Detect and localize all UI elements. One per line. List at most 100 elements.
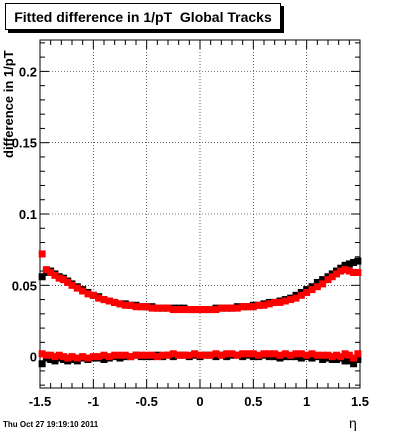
data-point xyxy=(341,266,349,274)
timestamp: Thu Oct 27 19:19:10 2011 xyxy=(3,420,99,429)
data-point xyxy=(38,360,46,368)
y-tick-label: 0.15 xyxy=(12,136,37,151)
data-point xyxy=(333,351,341,359)
data-point xyxy=(73,354,81,362)
data-point xyxy=(55,351,63,359)
data-point xyxy=(212,350,220,358)
data-point xyxy=(68,353,76,361)
data-point xyxy=(185,351,193,359)
data-point xyxy=(212,306,220,314)
data-point xyxy=(297,291,305,299)
data-point xyxy=(89,291,97,299)
data-point xyxy=(228,350,236,358)
data-point xyxy=(59,276,67,284)
data-point xyxy=(89,353,97,361)
x-tick-label: 1.5 xyxy=(351,394,369,409)
data-point xyxy=(345,260,353,268)
data-point xyxy=(255,301,263,309)
data-point xyxy=(121,301,129,309)
data-point xyxy=(121,351,129,359)
data-point xyxy=(319,280,327,288)
data-point xyxy=(350,354,358,362)
data-point xyxy=(341,357,349,365)
data-point xyxy=(271,298,279,306)
data-point xyxy=(191,350,199,358)
data-point xyxy=(276,298,284,306)
data-point xyxy=(100,355,108,363)
data-point xyxy=(265,350,273,358)
data-point xyxy=(153,304,161,312)
data-point xyxy=(244,303,252,311)
data-point xyxy=(143,351,151,359)
x-tick-label: 1 xyxy=(303,394,310,409)
data-point xyxy=(354,350,362,358)
data-point xyxy=(233,304,241,312)
x-tick-label: -0.5 xyxy=(135,394,157,409)
data-point xyxy=(308,350,316,358)
data-point xyxy=(276,351,284,359)
data-point xyxy=(55,274,63,282)
data-point xyxy=(127,301,135,309)
data-point xyxy=(116,300,124,308)
data-point xyxy=(164,304,172,312)
data-point xyxy=(51,353,59,361)
data-point xyxy=(105,297,113,305)
data-point xyxy=(223,350,231,358)
data-point xyxy=(350,360,358,368)
data-point xyxy=(271,350,279,358)
data-point xyxy=(217,304,225,312)
data-point xyxy=(175,351,183,359)
data-point xyxy=(68,281,76,289)
data-point xyxy=(42,351,50,359)
data-point xyxy=(303,351,311,359)
data-point xyxy=(313,278,321,286)
data-point xyxy=(354,355,362,363)
data-point xyxy=(100,351,108,359)
data-point xyxy=(84,290,92,298)
data-point xyxy=(51,271,59,279)
data-point xyxy=(51,357,59,365)
data-point xyxy=(350,258,358,266)
data-point xyxy=(228,304,236,312)
data-point xyxy=(341,350,349,358)
data-point xyxy=(281,350,289,358)
data-point xyxy=(143,303,151,311)
x-axis-label: η xyxy=(349,415,357,431)
data-point xyxy=(260,350,268,358)
data-point xyxy=(255,351,263,359)
x-tick-label: 0 xyxy=(196,394,203,409)
data-point xyxy=(328,273,336,281)
data-point xyxy=(185,306,193,314)
data-point xyxy=(333,355,341,363)
data-point xyxy=(249,303,257,311)
data-point xyxy=(47,355,55,363)
y-tick-label: 0.1 xyxy=(19,207,37,222)
x-tick-label: -1.5 xyxy=(29,394,51,409)
y-tick-label: 0.2 xyxy=(19,64,37,79)
data-point xyxy=(132,303,140,311)
data-point xyxy=(201,351,209,359)
data-point xyxy=(217,351,225,359)
data-point xyxy=(137,351,145,359)
data-point xyxy=(100,296,108,304)
data-point xyxy=(132,351,140,359)
data-point xyxy=(111,298,119,306)
data-point xyxy=(116,351,124,359)
data-point xyxy=(180,306,188,314)
data-point xyxy=(95,294,103,302)
data-point xyxy=(308,286,316,294)
data-point xyxy=(180,351,188,359)
data-point xyxy=(341,261,349,269)
data-point xyxy=(313,351,321,359)
data-point xyxy=(345,267,353,275)
data-point xyxy=(191,306,199,314)
data-point xyxy=(319,351,327,359)
x-tick-label: 0.5 xyxy=(244,394,262,409)
data-point xyxy=(337,353,345,361)
data-point xyxy=(233,351,241,359)
data-point xyxy=(239,350,247,358)
data-point xyxy=(249,350,257,358)
data-point xyxy=(324,351,332,359)
data-point xyxy=(73,284,81,292)
